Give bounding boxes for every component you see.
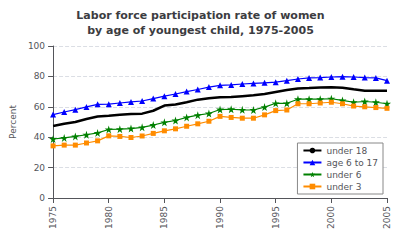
svg-text:by age of youngest child, 1975: by age of youngest child, 1975-2005	[87, 24, 314, 37]
svg-text:100: 100	[28, 41, 45, 51]
svg-text:80: 80	[34, 71, 46, 81]
svg-text:1995: 1995	[271, 206, 281, 229]
svg-text:2000: 2000	[326, 206, 336, 229]
svg-text:under 3: under 3	[326, 182, 361, 192]
svg-text:2005: 2005	[382, 206, 392, 229]
svg-text:1980: 1980	[104, 206, 114, 229]
svg-text:40: 40	[34, 132, 46, 142]
svg-text:under 18: under 18	[326, 146, 367, 156]
svg-text:0: 0	[39, 193, 45, 203]
svg-text:Percent: Percent	[8, 105, 18, 139]
svg-text:60: 60	[34, 102, 46, 112]
svg-text:1985: 1985	[159, 206, 169, 229]
svg-text:1990: 1990	[215, 206, 225, 229]
svg-text:20: 20	[34, 163, 46, 173]
svg-text:age 6 to 17: age 6 to 17	[326, 158, 378, 168]
svg-text:Labor force participation rate: Labor force participation rate of women	[76, 9, 324, 22]
svg-text:1975: 1975	[48, 206, 58, 229]
svg-text:under 6: under 6	[326, 170, 361, 180]
